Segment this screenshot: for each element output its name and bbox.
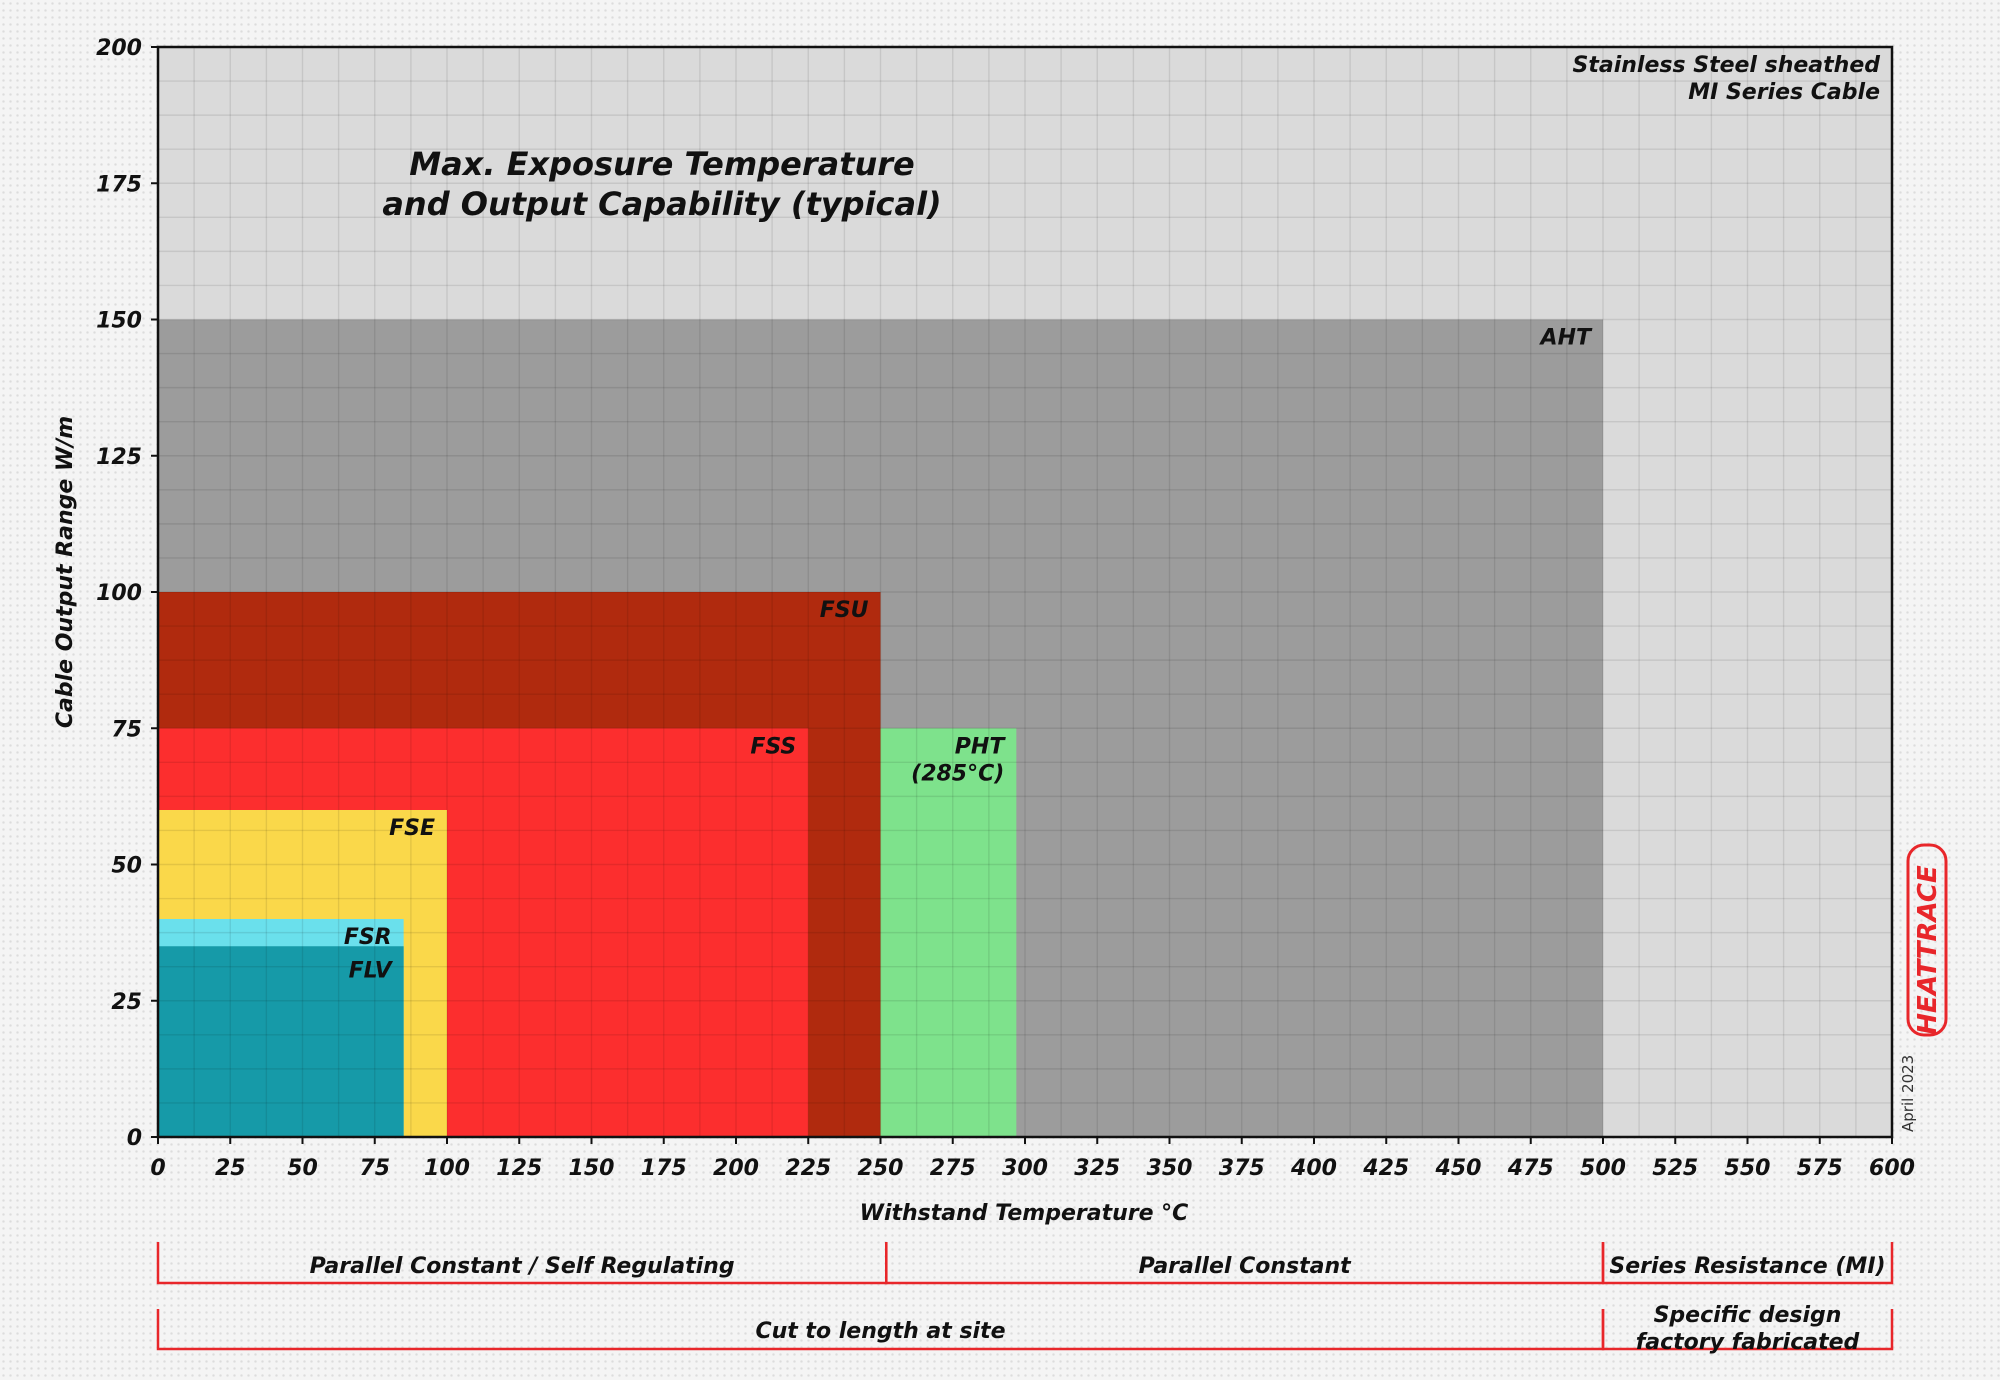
category-bracket	[1601, 1309, 1894, 1351]
category-label: Specific design factory fabricated	[1636, 1303, 1860, 1355]
logo-text: HEATTRACE	[1913, 865, 1943, 1035]
bar-labels-layer: Stainless Steel sheathed MI Series Cable A…	[344, 53, 1880, 983]
bar-flv	[158, 946, 404, 1137]
x-tick-label: 200	[713, 1156, 759, 1181]
category-label: Parallel Constant	[1139, 1254, 1353, 1279]
x-tick-label: 425	[1362, 1156, 1409, 1181]
x-tick-label: 325	[1074, 1156, 1120, 1181]
bar-label-fsr: FSR	[344, 925, 392, 950]
x-tick-label: 450	[1435, 1156, 1482, 1181]
x-axis-label: Withstand Temperature °C	[860, 1201, 1189, 1226]
x-tick-label: 275	[930, 1156, 976, 1181]
y-tick-label: 100	[96, 581, 142, 606]
x-tick-label: 100	[424, 1156, 470, 1181]
x-tick-label: 400	[1290, 1156, 1337, 1181]
y-axis-label: Cable Output Range W/m	[53, 416, 78, 728]
x-tick-label: 600	[1869, 1156, 1915, 1181]
y-tick-label: 50	[111, 854, 142, 879]
y-tick-label: 25	[111, 990, 142, 1015]
axis-ticks: 0 25 50 75 100 125 150 175 200 225 250 275 300 325 350…	[96, 36, 1915, 1181]
x-tick-label: 300	[1002, 1156, 1048, 1181]
bars-layer	[158, 47, 1892, 1137]
x-tick-label: 225	[785, 1156, 831, 1181]
x-tick-label: 525	[1652, 1156, 1698, 1181]
bar-label-fss: FSS	[750, 734, 796, 759]
x-tick-label: 550	[1725, 1156, 1771, 1181]
bar-label-aht: AHT	[1539, 326, 1593, 351]
x-tick-label: 500	[1580, 1156, 1626, 1181]
category-bracket	[1601, 1242, 1894, 1285]
chart-title: Max. Exposure Temperature and Output Capa…	[382, 145, 941, 223]
bar-label-fsu: FSU	[820, 598, 869, 623]
x-tick-label: 175	[641, 1156, 687, 1181]
category-brackets: Parallel Constant / Self Regulating Paral…	[156, 1242, 1894, 1355]
bar-pht	[880, 728, 1017, 1137]
category-label: Series Resistance (MI)	[1609, 1254, 1885, 1279]
y-tick-label: 75	[111, 717, 142, 742]
x-tick-label: 25	[215, 1156, 246, 1181]
x-tick-label: 50	[287, 1156, 318, 1181]
x-tick-label: 575	[1797, 1156, 1843, 1181]
y-tick-label: 125	[96, 445, 142, 470]
category-label: Parallel Constant / Self Regulating	[310, 1254, 735, 1279]
y-tick-label: 200	[96, 36, 142, 61]
logo-outline	[1906, 843, 1948, 1037]
bar-label-pht: PHT (285°C)	[911, 734, 1006, 786]
category-label: Cut to length at site	[755, 1319, 1005, 1344]
x-tick-label: 0	[150, 1156, 165, 1181]
x-tick-label: 125	[496, 1156, 542, 1181]
y-tick-label: 0	[127, 1126, 142, 1151]
bar-label-flv: FLV	[349, 958, 394, 983]
x-tick-label: 375	[1219, 1156, 1265, 1181]
y-tick-label: 150	[96, 309, 142, 334]
bar-label-mi-series: Stainless Steel sheathed MI Series Cable	[1573, 53, 1881, 105]
grid-layer	[158, 47, 1892, 1137]
x-tick-label: 150	[569, 1156, 615, 1181]
x-tick-label: 250	[858, 1156, 904, 1181]
x-tick-label: 475	[1507, 1156, 1554, 1181]
y-tick-label: 175	[96, 172, 142, 197]
bar-label-fse: FSE	[389, 816, 435, 841]
x-tick-label: 350	[1147, 1156, 1193, 1181]
heattrace-logo: HEATTRACE	[1906, 843, 1948, 1037]
x-tick-label: 75	[359, 1156, 390, 1181]
date-label: April 2023	[1899, 1055, 1917, 1132]
